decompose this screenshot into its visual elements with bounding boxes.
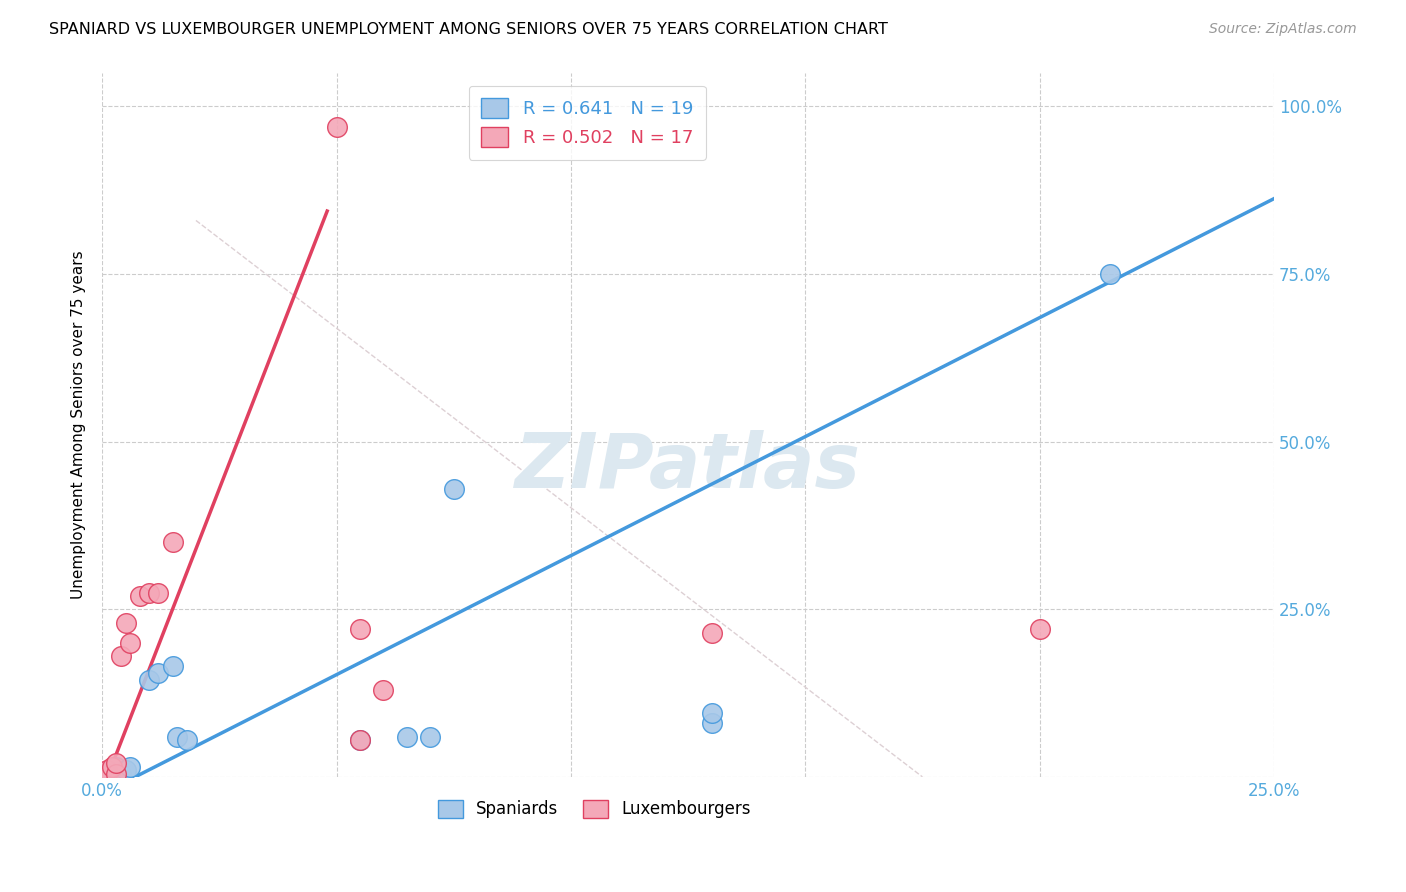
- Point: [110, 766, 132, 780]
- Point: [105, 756, 128, 771]
- Point: [162, 659, 184, 673]
- Point: [96, 763, 118, 777]
- Point: [1028, 623, 1050, 637]
- Point: [700, 706, 723, 721]
- Point: [138, 673, 160, 687]
- Point: [373, 682, 395, 697]
- Point: [128, 589, 150, 603]
- Point: [105, 760, 128, 774]
- Point: [100, 763, 122, 777]
- Point: [120, 636, 142, 650]
- Point: [349, 733, 371, 747]
- Point: [105, 766, 128, 780]
- Point: [114, 763, 136, 777]
- Point: [100, 766, 122, 780]
- Point: [349, 623, 371, 637]
- Point: [443, 482, 465, 496]
- Point: [1098, 267, 1121, 281]
- Y-axis label: Unemployment Among Seniors over 75 years: Unemployment Among Seniors over 75 years: [72, 251, 86, 599]
- Point: [148, 585, 170, 599]
- Legend: Spaniards, Luxembourgers: Spaniards, Luxembourgers: [432, 793, 758, 825]
- Point: [110, 649, 132, 664]
- Point: [96, 766, 118, 780]
- Text: Source: ZipAtlas.com: Source: ZipAtlas.com: [1209, 22, 1357, 37]
- Point: [176, 733, 198, 747]
- Text: ZIPatlas: ZIPatlas: [515, 430, 860, 504]
- Point: [325, 120, 347, 134]
- Point: [395, 730, 418, 744]
- Point: [162, 535, 184, 549]
- Point: [100, 760, 122, 774]
- Text: SPANIARD VS LUXEMBOURGER UNEMPLOYMENT AMONG SENIORS OVER 75 YEARS CORRELATION CH: SPANIARD VS LUXEMBOURGER UNEMPLOYMENT AM…: [49, 22, 889, 37]
- Point: [114, 615, 136, 630]
- Point: [148, 665, 170, 680]
- Point: [700, 625, 723, 640]
- Point: [96, 766, 118, 780]
- Point: [349, 733, 371, 747]
- Point: [419, 730, 441, 744]
- Point: [166, 730, 188, 744]
- Point: [700, 716, 723, 731]
- Point: [138, 585, 160, 599]
- Point: [120, 760, 142, 774]
